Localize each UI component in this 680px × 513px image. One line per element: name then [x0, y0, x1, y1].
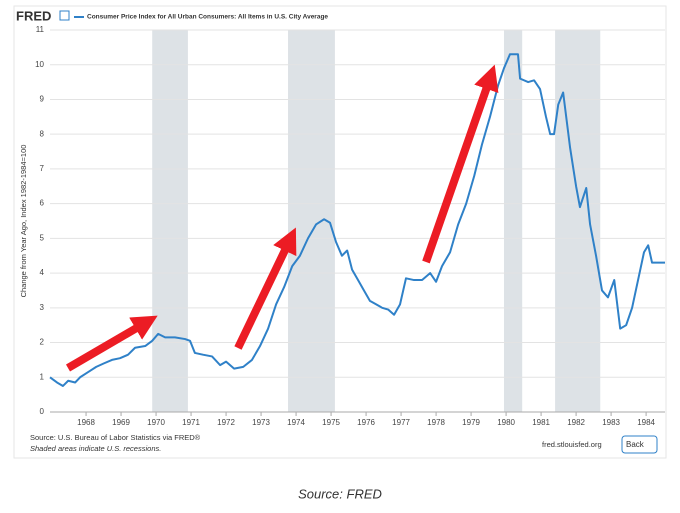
recession-band: [503, 30, 523, 412]
y-tick-label: 5: [40, 233, 45, 242]
y-tick-label: 10: [35, 60, 44, 69]
x-tick-label: 1982: [567, 418, 585, 427]
x-tick-label: 1968: [77, 418, 95, 427]
logo: FRED: [16, 8, 51, 23]
source-note: Source: U.S. Bureau of Labor Statistics …: [30, 433, 201, 442]
x-tick-label: 1972: [217, 418, 235, 427]
x-tick-label: 1971: [182, 418, 200, 427]
x-tick-label: 1975: [322, 418, 340, 427]
logo-icon: [59, 10, 70, 21]
y-tick-label: 6: [40, 199, 45, 208]
y-tick-label: 2: [40, 338, 45, 347]
caption: Source: FRED: [298, 486, 382, 501]
x-tick-label: 1984: [637, 418, 655, 427]
x-tick-label: 1981: [532, 418, 550, 427]
arrow: [234, 227, 297, 350]
button-box[interactable]: [621, 435, 658, 454]
y-tick-label: 1: [40, 372, 45, 381]
recession-band: [152, 30, 188, 412]
x-tick-label: 1978: [427, 418, 445, 427]
x-tick-label: 1983: [602, 418, 620, 427]
y-axis-label: Change from Year Ago, Index 1982-1984=10…: [19, 145, 28, 298]
y-tick-label: 7: [40, 164, 45, 173]
plot: 0 1 2 3 4 5 6 7 8 9 10 11 1968 1969 1970 1971 1972 1973 19…: [35, 25, 665, 427]
arrow: [422, 64, 499, 264]
site-link[interactable]: fred.stlouisfed.org: [542, 440, 602, 449]
x-tick-label: 1980: [497, 418, 515, 427]
y-tick-label: 9: [40, 95, 45, 104]
x-tick-label: 1974: [287, 418, 305, 427]
button-label[interactable]: Back: [626, 440, 645, 449]
recession-note: Shaded areas indicate U.S. recessions.: [30, 444, 161, 453]
arrow: [65, 315, 158, 372]
annotation-arrows: [65, 64, 499, 372]
y-tick-label: 3: [40, 303, 45, 312]
legend-label: Consumer Price Index for All Urban Consu…: [87, 14, 328, 21]
x-tick-label: 1979: [462, 418, 480, 427]
back-button[interactable]: Back: [621, 435, 658, 454]
x-tick-label: 1973: [252, 418, 270, 427]
y-tick-label: 0: [40, 407, 45, 416]
y-tick-label: 11: [36, 25, 45, 34]
y-tick-label: 8: [40, 129, 45, 138]
x-tick-label: 1976: [357, 418, 375, 427]
series-line: [49, 53, 665, 387]
x-tick-label: 1969: [112, 418, 130, 427]
y-tick-label: 4: [40, 268, 45, 277]
x-tick-label: 1970: [147, 418, 165, 427]
x-tick-label: 1977: [392, 418, 410, 427]
recession-band: [555, 30, 601, 412]
